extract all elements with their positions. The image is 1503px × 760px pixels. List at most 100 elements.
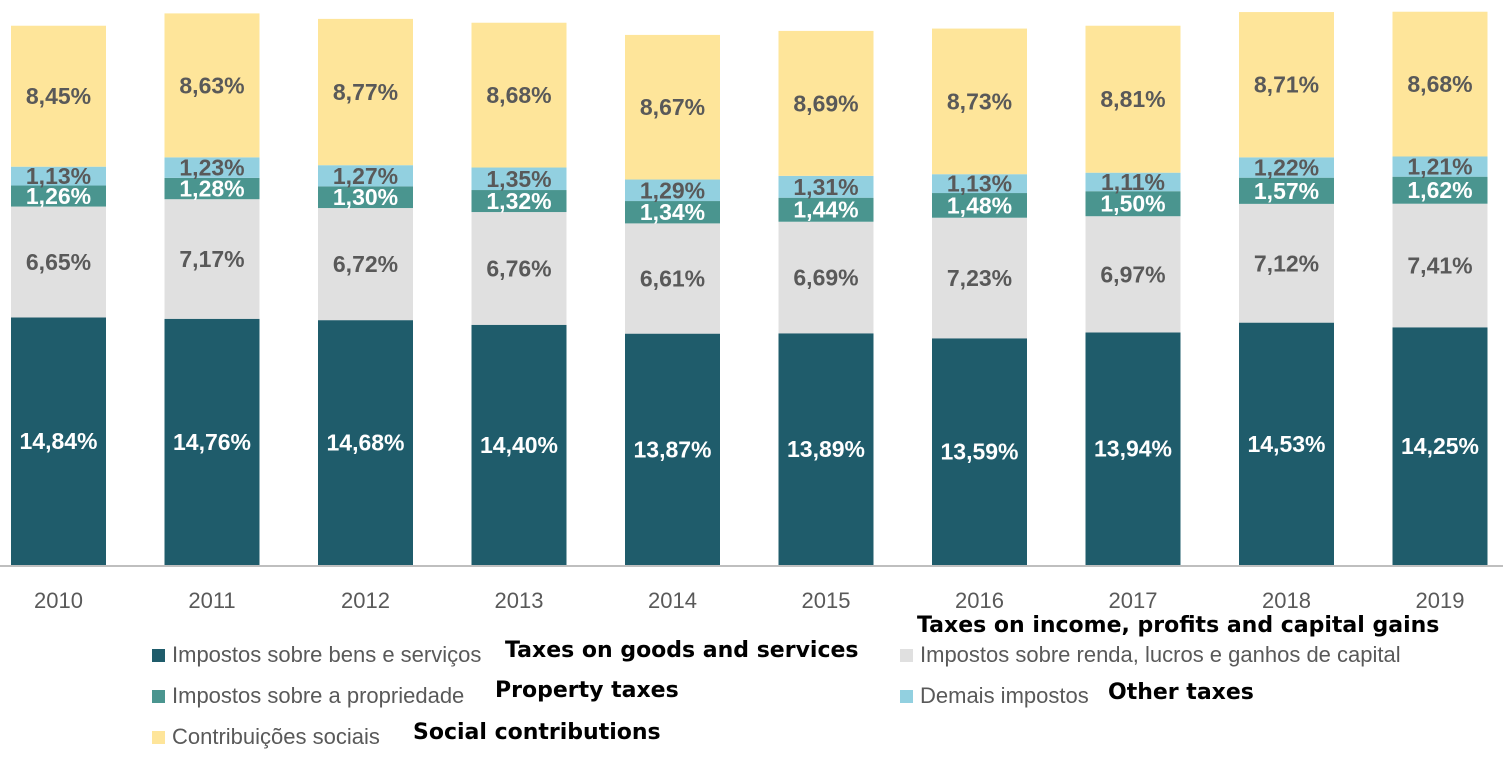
bar-segment: [471, 190, 567, 213]
x-tick-label: 2014: [648, 588, 697, 613]
bar-value-label: 8,68%: [486, 82, 551, 108]
bar-value-label: 8,73%: [947, 88, 1012, 114]
bar-segment: [625, 201, 720, 224]
bar-value-label: 1,48%: [947, 192, 1012, 218]
bar-value-label: 1,32%: [486, 188, 551, 214]
bar-value-label: 13,94%: [1094, 436, 1172, 462]
bar-segment: [932, 217, 1027, 339]
bar-value-label: 8,68%: [1407, 71, 1472, 97]
bar-value-label: 14,25%: [1401, 433, 1479, 459]
bar-segment: [1085, 172, 1181, 192]
bar-value-label: 1,13%: [26, 163, 91, 189]
bar-segment: [932, 28, 1027, 175]
bar-segment: [1085, 216, 1181, 333]
x-tick-label: 2016: [955, 588, 1004, 613]
bar-segment: [318, 165, 413, 187]
bar-segment: [932, 193, 1027, 218]
bar-value-label: 8,67%: [640, 94, 705, 120]
bar-segment: [1239, 203, 1334, 323]
bar-value-label: 1,13%: [947, 171, 1012, 197]
bar-segment: [318, 320, 413, 565]
bar-segment: [11, 185, 106, 207]
bar-segment: [11, 25, 106, 167]
bar-segment: [778, 175, 874, 198]
x-tick-label: 2011: [188, 588, 235, 613]
bar-segment: [625, 179, 720, 202]
bar-value-label: 1,62%: [1407, 177, 1472, 203]
bar-segment: [164, 199, 260, 319]
bar-value-label: 14,40%: [480, 432, 558, 458]
bar-segment: [1239, 177, 1334, 204]
bar-segment: [1085, 191, 1181, 217]
bar-value-label: 6,61%: [640, 266, 705, 292]
bar-segment: [1239, 322, 1334, 565]
bar-value-label: 13,59%: [940, 439, 1018, 465]
bar-value-label: 8,71%: [1254, 72, 1319, 98]
bar-segment: [1392, 176, 1488, 204]
bar-value-label: 14,84%: [19, 428, 97, 454]
bar-segment: [318, 186, 413, 209]
bar-segment: [164, 318, 260, 565]
bar-value-label: 6,97%: [1100, 261, 1165, 287]
x-tick-label: 2015: [802, 588, 851, 613]
bar-value-label: 1,35%: [486, 166, 551, 192]
bar-segment: [164, 157, 260, 178]
x-tick-label: 2017: [1109, 588, 1158, 613]
bar-value-label: 14,68%: [326, 430, 404, 456]
bar-value-label: 14,76%: [173, 429, 251, 455]
bar-segment: [1392, 11, 1488, 157]
bar-segment: [778, 333, 874, 565]
bar-segment: [778, 221, 874, 334]
bar-value-label: 8,69%: [793, 90, 858, 116]
bar-segment: [625, 333, 720, 565]
bar-value-label: 8,77%: [333, 79, 398, 105]
bar-segment: [1392, 327, 1488, 565]
bar-segment: [11, 206, 106, 318]
bar-value-label: 7,41%: [1407, 253, 1472, 279]
bar-segment: [1392, 156, 1488, 177]
bar-value-label: 1,50%: [1100, 191, 1165, 217]
bar-segment: [11, 317, 106, 565]
bar-value-label: 1,27%: [333, 163, 398, 189]
bar-value-label: 1,29%: [640, 177, 705, 203]
bar-segment: [471, 324, 567, 565]
bar-segment: [471, 22, 567, 168]
bar-value-label: 13,89%: [787, 436, 865, 462]
bar-value-label: 1,21%: [1407, 154, 1472, 180]
bar-value-label: 8,81%: [1100, 86, 1165, 112]
bar-value-label: 8,63%: [179, 72, 244, 98]
bar-segment: [11, 166, 106, 186]
bar-segment: [932, 338, 1027, 565]
bar-segment: [471, 167, 567, 191]
bar-value-label: 6,65%: [26, 249, 91, 275]
bar-value-label: 8,45%: [26, 83, 91, 109]
x-tick-label: 2018: [1262, 588, 1311, 613]
bar-value-label: 1,34%: [640, 199, 705, 225]
bar-value-label: 1,28%: [179, 176, 244, 202]
bar-value-label: 6,72%: [333, 251, 398, 277]
bar-value-label: 14,53%: [1247, 431, 1325, 457]
bar-value-label: 1,23%: [179, 155, 244, 181]
bar-segment: [471, 212, 567, 325]
bar-segment: [164, 177, 260, 200]
x-tick-label: 2013: [495, 588, 544, 613]
bar-segment: [318, 18, 413, 166]
bar-value-label: 1,11%: [1101, 169, 1165, 195]
bar-value-label: 13,87%: [633, 436, 711, 462]
bar-value-label: 1,44%: [793, 197, 858, 223]
bar-segment: [1085, 332, 1181, 565]
bar-segment: [625, 34, 720, 180]
bar-segment: [625, 223, 720, 334]
bar-value-label: 1,26%: [26, 183, 91, 209]
bar-value-label: 1,22%: [1254, 155, 1319, 181]
bar-value-label: 1,30%: [333, 184, 398, 210]
bar-segment: [778, 197, 874, 222]
x-tick-label: 2019: [1416, 588, 1465, 613]
bar-value-label: 6,69%: [793, 265, 858, 291]
bar-value-label: 7,23%: [947, 265, 1012, 291]
bar-segment: [318, 208, 413, 321]
bar-value-label: 1,57%: [1254, 178, 1319, 204]
bar-value-label: 1,31%: [793, 174, 858, 200]
bar-segment: [164, 13, 260, 158]
